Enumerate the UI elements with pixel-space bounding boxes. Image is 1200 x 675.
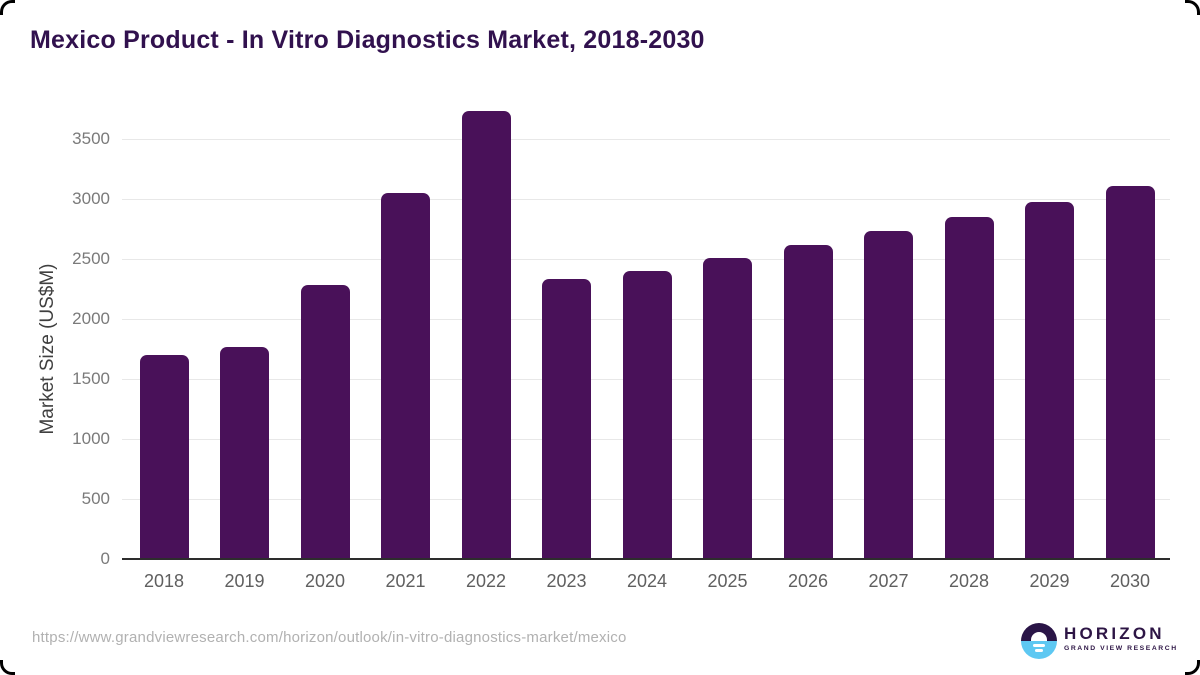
bar-2026	[783, 244, 833, 559]
x-tick-label-2028: 2028	[948, 571, 990, 591]
y-tick-label-500: 500	[81, 489, 110, 508]
y-tick-label-1500: 1500	[72, 369, 110, 388]
page-title: Mexico Product - In Vitro Diagnostics Ma…	[30, 26, 705, 54]
bar-2023	[542, 279, 591, 559]
x-tick-label-2018: 2018	[143, 571, 185, 591]
card-corner-top-right	[1185, 0, 1200, 15]
gridline-3500	[122, 139, 1170, 140]
x-tick-label-2025: 2025	[707, 571, 748, 591]
logo-tagline: GRAND VIEW RESEARCH	[1064, 645, 1178, 652]
x-tick-label-2029: 2029	[1029, 571, 1070, 591]
bar-2024	[622, 271, 672, 559]
logo-icon-sun	[1031, 632, 1047, 641]
bar-2030	[1105, 185, 1155, 559]
y-tick-label-2000: 2000	[72, 309, 110, 328]
x-axis-line	[122, 557, 1170, 560]
logo-brand: HORIZON	[1064, 624, 1165, 643]
bar-2025	[703, 257, 752, 559]
horizon-logo: HORIZON GRAND VIEW RESEARCH	[1021, 622, 1181, 662]
logo-icon-reflection-1	[1033, 644, 1045, 647]
x-tick-label-2023: 2023	[546, 571, 587, 591]
card-corner-bottom-right	[1185, 660, 1200, 675]
x-tick-label-2026: 2026	[787, 571, 829, 591]
bar-2018	[139, 355, 189, 559]
bar-2021	[381, 193, 430, 559]
logo-icon-reflection-2	[1035, 649, 1043, 652]
y-tick-label-3500: 3500	[72, 129, 110, 148]
source-url: https://www.grandviewresearch.com/horizo…	[32, 629, 627, 646]
bar-2022	[461, 111, 511, 559]
y-tick-label-1000: 1000	[72, 429, 110, 448]
gridline-3000	[122, 199, 1170, 200]
x-tick-label-2021: 2021	[385, 571, 426, 591]
x-tick-label-2027: 2027	[868, 571, 909, 591]
card-corner-top-left	[0, 0, 15, 15]
y-tick-label-3000: 3000	[72, 189, 110, 208]
sun-over-horizon-icon	[1021, 623, 1057, 659]
x-tick-label-2022: 2022	[465, 571, 507, 591]
logo-text: HORIZON GRAND VIEW RESEARCH	[1064, 625, 1178, 652]
bar-2028	[944, 217, 994, 559]
bar-2029	[1025, 202, 1074, 559]
bar-2027	[864, 230, 913, 559]
x-tick-label-2020: 2020	[304, 571, 346, 591]
x-tick-label-2030: 2030	[1109, 571, 1151, 591]
bar-2020	[300, 285, 350, 559]
gridline-2500	[122, 259, 1170, 260]
x-tick-label-2019: 2019	[224, 571, 265, 591]
x-tick-label-2024: 2024	[626, 571, 668, 591]
bar-2019	[220, 347, 269, 559]
card-corner-bottom-left	[0, 660, 15, 675]
y-tick-label-0: 0	[100, 549, 110, 568]
y-tick-label-2500: 2500	[72, 249, 110, 268]
